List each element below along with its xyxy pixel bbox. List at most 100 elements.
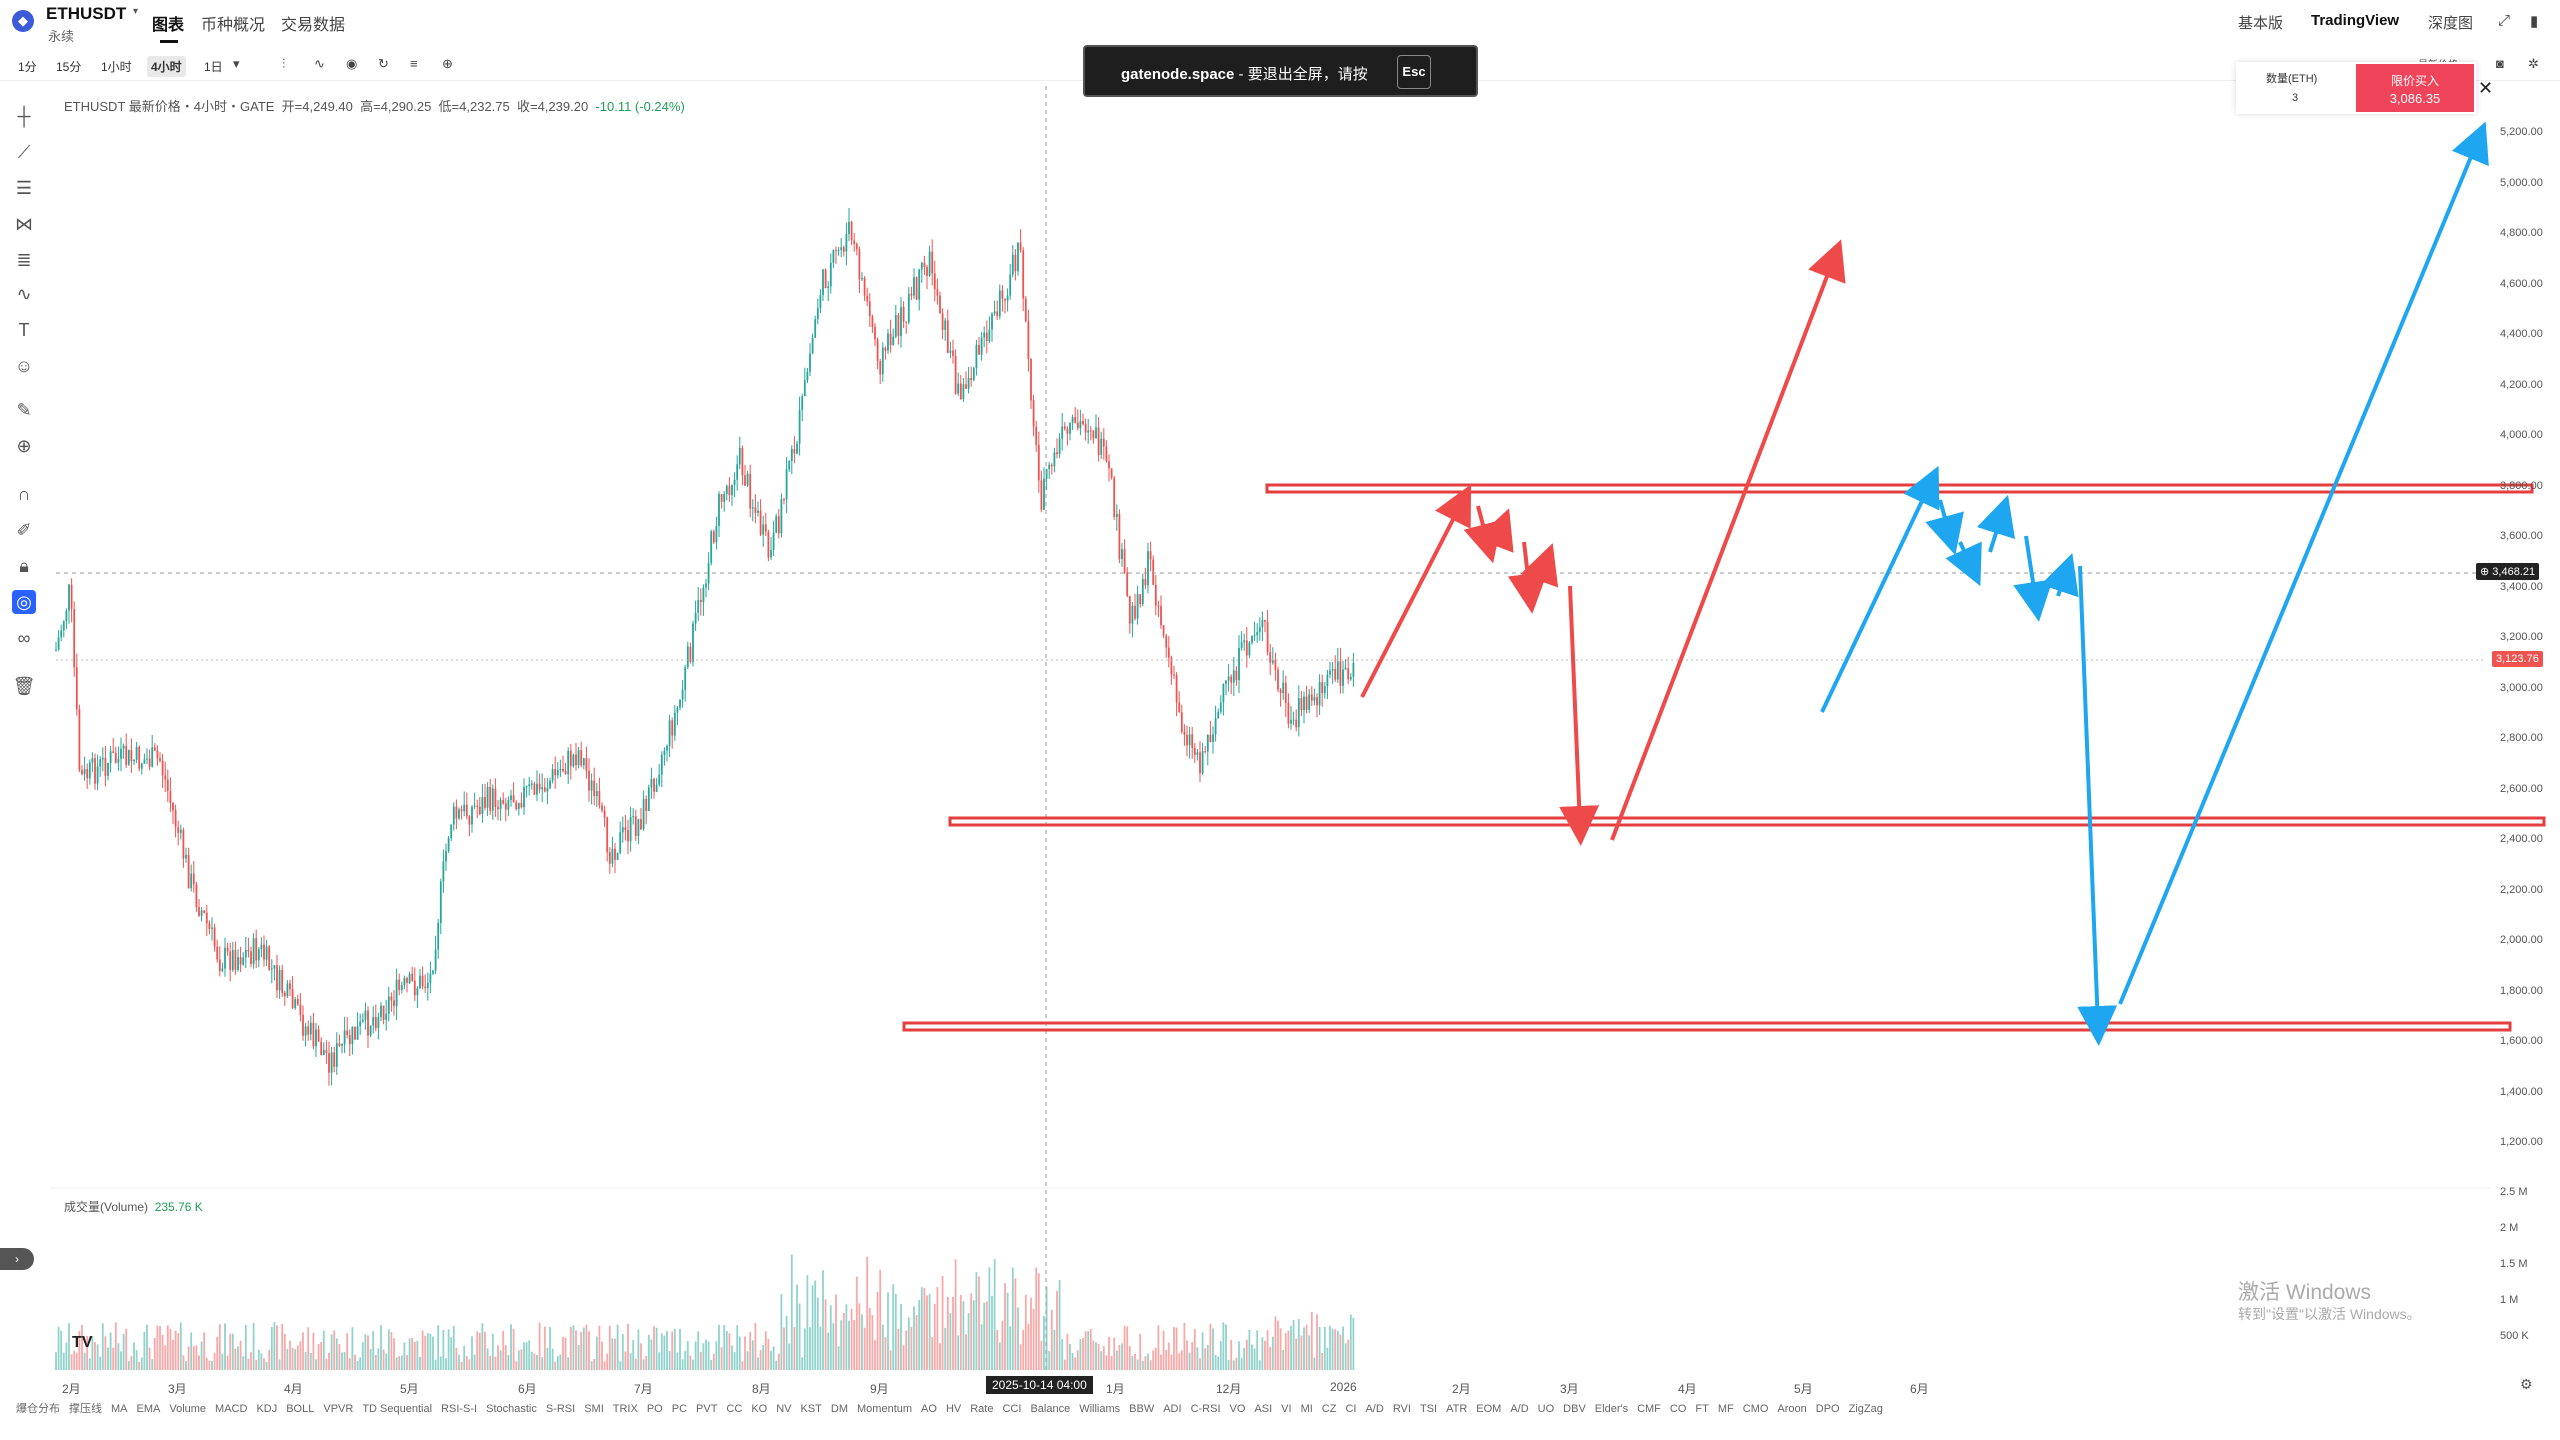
indicator-item[interactable]: VPVR — [323, 1403, 354, 1415]
limit-buy-button[interactable]: 限价买入 3,086.35 — [2356, 64, 2474, 112]
indicator-item[interactable]: BBW — [1129, 1403, 1155, 1415]
settings-list-icon[interactable]: ≡ — [410, 56, 418, 71]
indicator-item[interactable]: FT — [1695, 1403, 1709, 1415]
indicator-item[interactable]: Volume — [169, 1403, 207, 1415]
chevron-down-icon[interactable]: ▾ — [133, 6, 139, 17]
indicator-item[interactable]: Stochastic — [486, 1403, 537, 1415]
candle-type-icon[interactable]: ⫶ — [282, 56, 286, 71]
expand-panel-icon[interactable]: › — [0, 1248, 34, 1270]
crosshair-icon[interactable]: ┼ — [17, 106, 31, 126]
indicator-item[interactable]: 爆仓分布 — [16, 1403, 60, 1415]
alert-icon[interactable]: ◉ — [346, 56, 358, 71]
indicator-item[interactable]: ASI — [1254, 1403, 1273, 1415]
indicator-item[interactable]: Balance — [1030, 1403, 1071, 1415]
indicator-item[interactable]: Aroon — [1777, 1403, 1807, 1415]
indicator-icon[interactable]: ∿ — [314, 56, 325, 71]
record-icon[interactable]: ⊕ — [442, 56, 453, 71]
indicator-item[interactable]: CC — [726, 1403, 743, 1415]
close-icon[interactable]: ✕ — [2478, 78, 2494, 98]
indicator-item[interactable]: ATR — [1446, 1403, 1468, 1415]
indicator-item[interactable]: MI — [1300, 1403, 1313, 1415]
indicator-item[interactable]: C-RSI — [1190, 1403, 1221, 1415]
camera-icon[interactable]: ◙ — [2496, 56, 2504, 71]
support-zone-mid[interactable] — [948, 816, 2546, 827]
indicator-item[interactable]: DM — [830, 1403, 849, 1415]
link-icon[interactable]: ∞ — [17, 628, 31, 648]
timeframe-1h[interactable]: 1小时 — [101, 60, 132, 74]
indicator-item[interactable]: CO — [1669, 1403, 1687, 1415]
text-icon[interactable]: T — [18, 320, 30, 340]
indicator-item[interactable]: TD Sequential — [362, 1403, 433, 1415]
channel-icon[interactable]: ☰ — [15, 178, 33, 198]
tab-chart[interactable]: 图表 — [152, 17, 185, 34]
emoji-icon[interactable]: ☺ — [14, 356, 34, 376]
indicator-item[interactable]: ZigZag — [1848, 1403, 1883, 1415]
trendline-icon[interactable]: ⟋ — [17, 142, 31, 162]
indicator-item[interactable]: MF — [1717, 1403, 1734, 1415]
indicator-item[interactable]: RVI — [1392, 1403, 1411, 1415]
indicator-item[interactable]: A/D — [1365, 1403, 1384, 1415]
indicator-item[interactable]: SMI — [584, 1403, 604, 1415]
pencil-lock-icon[interactable]: ✐ — [16, 520, 32, 540]
tab-basic[interactable]: 基本版 — [2238, 15, 2284, 32]
fib-icon[interactable]: ≣ — [16, 250, 32, 270]
indicator-item[interactable]: KO — [751, 1403, 768, 1415]
timeframe-15m[interactable]: 15分 — [56, 60, 82, 74]
indicator-item[interactable]: NV — [776, 1403, 792, 1415]
fullscreen-icon[interactable]: ⤢ — [2498, 12, 2511, 29]
tab-trade-data[interactable]: 交易数据 — [281, 17, 346, 34]
timeframe-4h[interactable]: 4小时 — [147, 56, 186, 77]
indicator-item[interactable]: ADI — [1163, 1403, 1182, 1415]
timeframe-1d[interactable]: 1日 — [204, 60, 223, 74]
pattern-icon[interactable]: ⋈ — [15, 214, 33, 234]
resistance-zone[interactable] — [1265, 483, 2534, 494]
layout-icon[interactable]: ▮ — [2530, 13, 2539, 30]
indicator-item[interactable]: S-RSI — [545, 1403, 576, 1415]
indicator-item[interactable]: CMO — [1742, 1403, 1769, 1415]
indicator-item[interactable]: CZ — [1321, 1403, 1337, 1415]
indicator-item[interactable]: EOM — [1476, 1403, 1502, 1415]
indicator-item[interactable]: VI — [1281, 1403, 1292, 1415]
indicator-item[interactable]: RSI-S-I — [441, 1403, 478, 1415]
tab-tradingview[interactable]: TradingView — [2311, 12, 2400, 29]
indicator-item[interactable]: KDJ — [256, 1403, 278, 1415]
time-settings-icon[interactable]: ⚙ — [2520, 1376, 2533, 1392]
indicator-item[interactable]: TRIX — [612, 1403, 638, 1415]
indicator-item[interactable]: Momentum — [857, 1403, 913, 1415]
indicator-item[interactable]: CCI — [1002, 1403, 1022, 1415]
indicator-item[interactable]: DBV — [1563, 1403, 1586, 1415]
qty-input[interactable]: 3 — [2292, 92, 2299, 104]
hide-drawings-icon[interactable]: ◎ — [12, 590, 36, 614]
indicator-item[interactable]: Elder's — [1594, 1403, 1629, 1415]
symbol-title[interactable]: ETHUSDT — [46, 4, 127, 23]
indicator-item[interactable]: PO — [646, 1403, 663, 1415]
indicator-item[interactable]: CI — [1345, 1403, 1357, 1415]
indicator-item[interactable]: KST — [800, 1403, 822, 1415]
esc-key[interactable]: Esc — [1397, 55, 1431, 89]
wave-icon[interactable]: ∿ — [16, 284, 32, 304]
indicator-item[interactable]: DPO — [1815, 1403, 1840, 1415]
support-zone-low[interactable] — [902, 1021, 2512, 1032]
trash-icon[interactable]: 🗑︎ — [12, 676, 36, 696]
magnet-icon[interactable]: ∩ — [17, 484, 31, 504]
indicator-item[interactable]: PVT — [696, 1403, 718, 1415]
indicator-item[interactable]: 撑压线 — [69, 1403, 102, 1415]
indicator-item[interactable]: EMA — [136, 1403, 161, 1415]
indicator-item[interactable]: Williams — [1079, 1403, 1121, 1415]
lock-icon[interactable]: 🔒︎ — [19, 556, 29, 576]
gear-icon[interactable]: ✲ — [2528, 56, 2539, 71]
tab-depth[interactable]: 深度图 — [2428, 15, 2474, 32]
indicator-item[interactable]: PC — [671, 1403, 688, 1415]
indicator-item[interactable]: VO — [1229, 1403, 1246, 1415]
timeframe-dropdown-icon[interactable]: ▾ — [233, 56, 240, 71]
indicator-item[interactable]: CMF — [1637, 1403, 1661, 1415]
indicator-item[interactable]: TSI — [1419, 1403, 1438, 1415]
indicator-item[interactable]: AO — [921, 1403, 937, 1415]
indicator-item[interactable]: MA — [111, 1403, 128, 1415]
indicator-item[interactable]: BOLL — [286, 1403, 315, 1415]
replay-icon[interactable]: ↻ — [378, 56, 389, 71]
indicator-item[interactable]: UO — [1537, 1403, 1555, 1415]
indicator-item[interactable]: A/D — [1510, 1403, 1529, 1415]
indicator-item[interactable]: HV — [945, 1403, 962, 1415]
